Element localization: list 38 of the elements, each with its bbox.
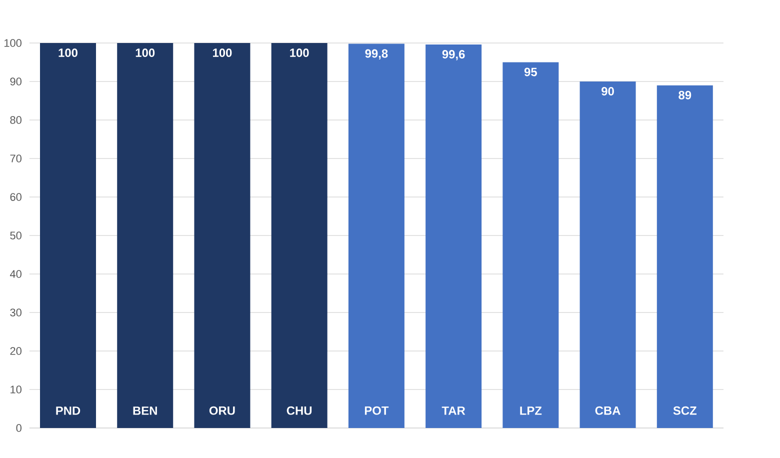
y-tick-label: 90 [10,78,22,86]
data-label: 100 [213,48,232,57]
y-tick-label: 80 [10,116,22,124]
x-tick-label: TAR [442,406,466,415]
bar [426,44,482,428]
x-tick-label: LPZ [520,406,542,415]
data-label: 95 [524,68,537,76]
y-tick-label: 40 [10,270,22,278]
x-tick-label: CBA [595,406,620,415]
x-tick-label: POT [364,406,389,415]
data-label: 99,8 [365,49,388,60]
y-tick-label: 20 [10,347,22,355]
x-tick-label: CHU [286,406,312,415]
bar [502,62,559,428]
data-label: 99,6 [442,50,465,60]
bar [117,42,174,428]
bar [348,44,404,428]
data-label: 100 [136,48,155,57]
y-tick-label: 0 [16,424,22,432]
x-tick-label: SCZ [673,406,696,415]
data-label: 89 [678,90,692,100]
x-tick-label: PND [56,406,80,415]
bar [580,81,636,428]
bar [40,42,96,428]
bar [656,85,713,428]
y-tick-label: 60 [10,193,22,201]
data-label: 100 [58,48,78,57]
y-tick-label: 30 [10,308,22,316]
y-tick-label: 50 [10,232,22,240]
x-tick-label: BEN [133,406,157,415]
data-label: 100 [290,48,309,57]
y-tick-label: 70 [10,154,22,162]
data-label: 90 [602,87,614,96]
y-tick-label: 100 [4,39,22,47]
x-tick-label: ORU [209,406,235,415]
bar [194,42,250,428]
bar [271,42,328,428]
y-tick-label: 10 [10,386,22,394]
